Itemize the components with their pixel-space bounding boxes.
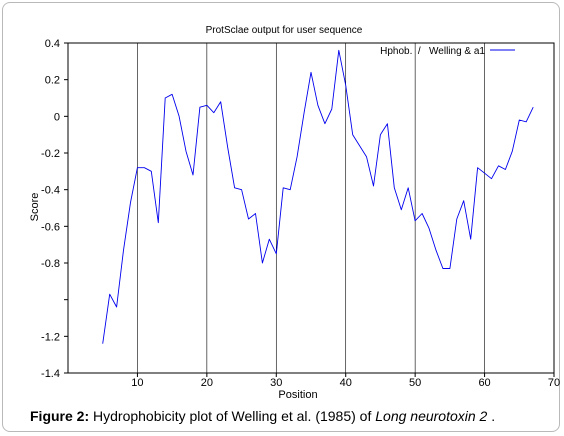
x-tick-label: 50 — [409, 377, 421, 389]
hydrophobicity-chart: 10 20 30 40 50 60 70 0.4 0.2 0 -0.2 -0.4 -0.6 -0.8 -1… — [29, 25, 560, 401]
caption-text: Hydrophobicity plot of Welling et al. (1… — [89, 408, 376, 424]
figure-caption: Figure 2: Hydrophobicity plot of Welling… — [30, 408, 550, 424]
x-tick-label: 10 — [131, 377, 143, 389]
series-layer — [102, 49, 534, 344]
chart-title: ProtSclae output for user sequence — [206, 25, 363, 36]
y-tick-label: -0.6 — [41, 221, 60, 233]
plot-area — [67, 42, 555, 374]
y-axis-label: Score — [29, 193, 41, 222]
caption-end: . — [487, 408, 496, 424]
legend-label: Hphob. / Welling & a1 — [380, 46, 485, 57]
x-tick-label: 30 — [270, 377, 282, 389]
x-tick-label: 60 — [478, 377, 490, 389]
series-line — [102, 49, 534, 344]
x-tick-label: 40 — [340, 377, 352, 389]
x-tick-label: 20 — [201, 377, 213, 389]
x-tick-labels: 10 20 30 40 50 60 70 — [131, 377, 560, 389]
grid-lines — [137, 43, 485, 373]
y-tick-label: 0.4 — [45, 38, 60, 50]
y-tick-label: 0 — [54, 111, 60, 123]
y-tick-labels: 0.4 0.2 0 -0.2 -0.4 -0.6 -0.8 -1.2 -1.4 — [41, 38, 60, 380]
y-tick-label: 0.2 — [45, 75, 60, 87]
y-tick-label: -0.8 — [41, 258, 60, 270]
y-tick-label: -0.4 — [41, 185, 60, 197]
y-tick-label: -0.2 — [41, 148, 60, 160]
caption-species: Long neurotoxin 2 — [375, 408, 488, 424]
legend: Hphob. / Welling & a1 — [380, 46, 515, 57]
figure-label: Figure 2: — [30, 408, 90, 424]
x-tick-label: 70 — [548, 377, 560, 389]
y-tick-label: -1.2 — [41, 331, 60, 343]
tick-marks — [64, 42, 555, 377]
x-axis-label: Position — [278, 389, 317, 401]
y-tick-label: -1.4 — [41, 368, 60, 380]
